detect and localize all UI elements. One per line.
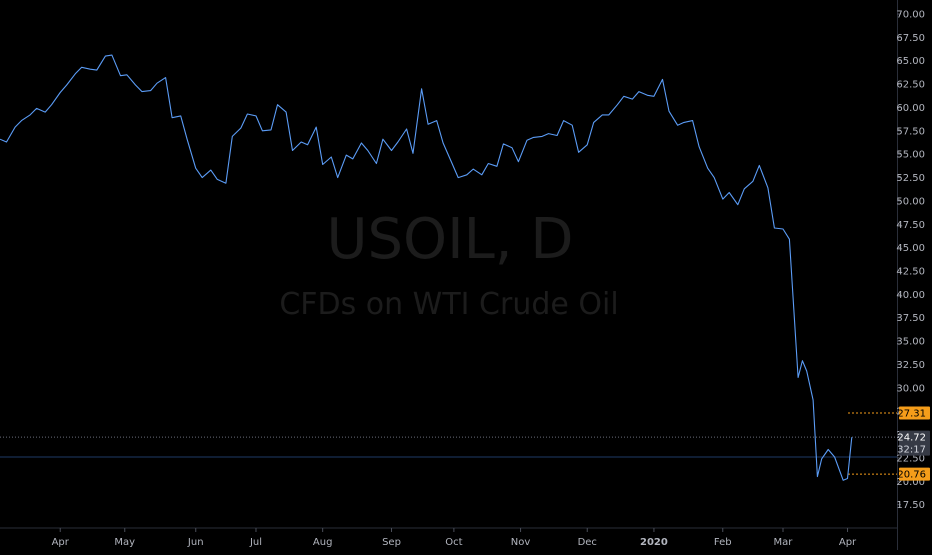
y-tick-label: 35.00: [896, 337, 925, 348]
level-tag-bg: [899, 406, 930, 420]
x-tick-label: Apr: [52, 537, 70, 548]
y-tick-label: 67.50: [896, 33, 925, 44]
y-tick-label: 57.50: [896, 126, 925, 137]
current-price-tag-bg: [899, 430, 930, 456]
x-tick-label: May: [114, 537, 135, 548]
x-tick-label: Apr: [839, 537, 857, 548]
x-tick-label: Nov: [511, 537, 531, 548]
y-tick-label: 62.50: [896, 80, 925, 91]
x-tick-label: Sep: [382, 537, 401, 548]
y-tick-label: 20.00: [896, 477, 925, 488]
y-tick-label: 32.50: [896, 360, 925, 371]
price-series-line: [0, 54, 853, 481]
current-price-label: 24.72: [897, 433, 926, 444]
y-tick-label: 30.00: [896, 383, 925, 394]
x-tick-label: Jul: [249, 537, 262, 548]
y-tick-label: 55.00: [896, 150, 925, 161]
x-tick-label: Aug: [313, 537, 333, 548]
x-tick-label: Oct: [445, 537, 462, 548]
y-tick-label: 45.00: [896, 243, 925, 254]
x-axis[interactable]: Apr May Jun Jul Aug Sep Oct Nov Dec 2020 Feb Mar Apr: [52, 528, 857, 548]
series-layer: [0, 54, 853, 481]
y-tick-label: 65.00: [896, 56, 925, 67]
y-tick-label: 47.50: [896, 220, 925, 231]
x-tick-label: Feb: [714, 537, 732, 548]
x-tick-label: Jun: [187, 537, 204, 548]
watermark-symbol: USOIL, D: [326, 207, 573, 272]
y-tick-label: 22.50: [896, 453, 925, 464]
x-tick-label: Dec: [578, 537, 597, 548]
level-tag-label: 27.31: [897, 408, 926, 419]
y-tick-label: 50.00: [896, 196, 925, 207]
bar-countdown-label: 32:17: [897, 445, 926, 456]
level-tag-label: 20.76: [897, 470, 926, 481]
y-tick-label: 17.50: [896, 500, 925, 511]
x-tick-label: 2020: [640, 537, 668, 548]
y-tick-label: 37.50: [896, 313, 925, 324]
y-tick-label: 52.50: [896, 173, 925, 184]
y-tick-label: 40.00: [896, 290, 925, 301]
x-tick-label: Mar: [774, 537, 794, 548]
overlay-lines: [0, 412, 897, 475]
y-tick-label: 60.00: [896, 103, 925, 114]
level-tag-bg: [899, 467, 930, 481]
y-tick-label: 42.50: [896, 267, 925, 278]
y-tick-label: 70.00: [896, 10, 925, 21]
watermark-description: CFDs on WTI Crude Oil: [279, 287, 618, 322]
